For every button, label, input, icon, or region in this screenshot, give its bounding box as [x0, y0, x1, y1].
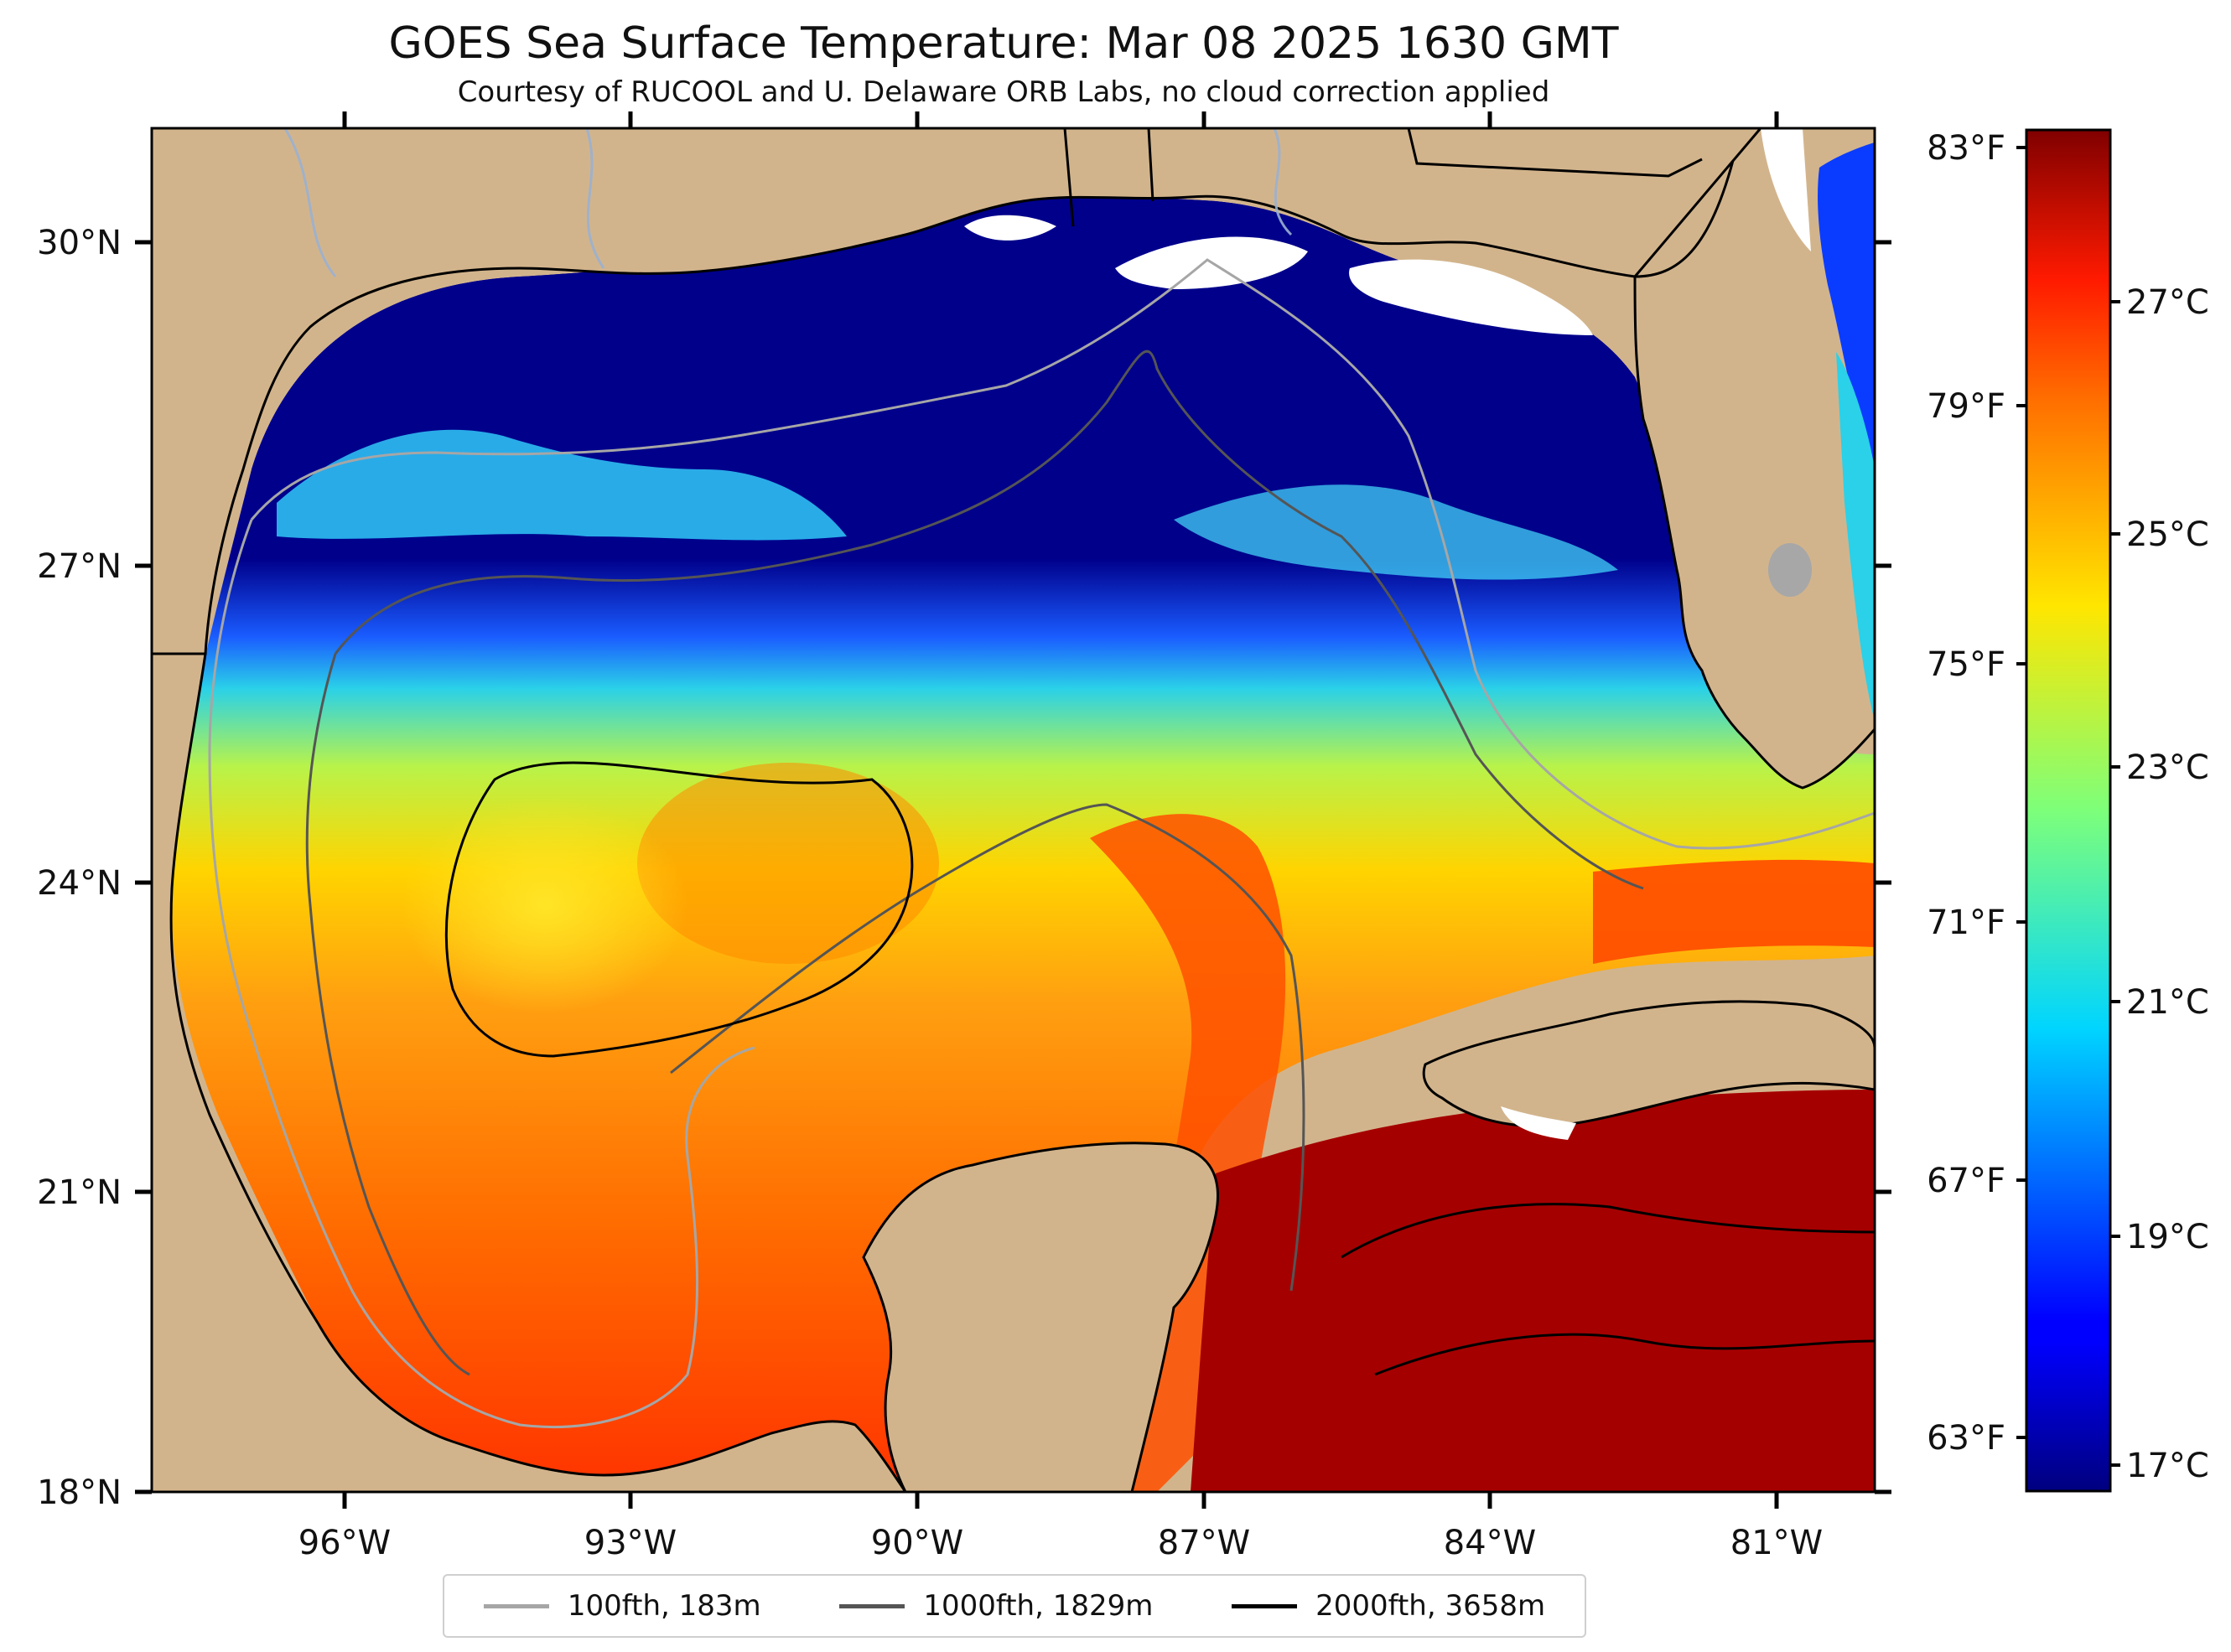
contour-legend: 100fth, 183m 1000fth, 1829m 2000fth, 365…: [443, 1574, 1586, 1638]
colorbar-f-label: 63°F: [1927, 1419, 2005, 1458]
contour-2000fth: [444, 761, 914, 1058]
cuba: [1422, 1000, 1875, 1128]
longitude-ticks: [342, 111, 1779, 1509]
colorbar-f-label: 83°F: [1927, 129, 2005, 168]
legend-label-1000fth: 1000fth, 1829m: [923, 1589, 1154, 1623]
map-subtitle: Courtesy of RUCOOL and U. Delaware ORB L…: [457, 75, 1550, 109]
legend-swatch-100fth: [483, 1603, 549, 1608]
lon-label: 90°W: [871, 1524, 963, 1562]
colorbar-f-label: 71°F: [1927, 904, 2005, 942]
colorbar-c-label: 21°C: [2126, 983, 2209, 1022]
caribbean-warm-water: [1191, 1090, 1875, 1492]
map-title: GOES Sea Surface Temperature: Mar 08 202…: [388, 18, 1619, 69]
mexico-land: [152, 652, 907, 1492]
lat-label: 21°N: [37, 1173, 122, 1212]
colorbar-c-label: 27°C: [2126, 283, 2209, 322]
lon-label: 96°W: [298, 1524, 391, 1562]
cloud-patches: [964, 128, 1811, 335]
contour-100fth: [250, 258, 1875, 850]
legend-item-2000fth: 2000fth, 3658m: [1232, 1589, 1545, 1623]
lat-label: 24°N: [37, 864, 122, 903]
legend-label-2000fth: 2000fth, 3658m: [1315, 1589, 1546, 1623]
colorbar-f-label: 67°F: [1927, 1162, 2005, 1200]
legend-label-100fth: 100fth, 183m: [567, 1589, 761, 1623]
lon-label: 93°W: [584, 1524, 677, 1562]
lat-label: 18°N: [37, 1473, 122, 1512]
colorbar-c-label: 17°C: [2126, 1447, 2209, 1485]
legend-item-1000fth: 1000fth, 1829m: [839, 1589, 1153, 1623]
legend-item-100fth: 100fth, 183m: [483, 1589, 761, 1623]
colorbar-f-label: 79°F: [1927, 387, 2005, 426]
lake-okeechobee: [1768, 543, 1812, 597]
lat-label: 30°N: [37, 224, 122, 262]
us-gulf-coast-land: [152, 128, 1762, 655]
lat-label: 27°N: [37, 547, 122, 586]
colorbar-c-label: 23°C: [2126, 748, 2209, 787]
colorbar-c-label: 25°C: [2126, 515, 2209, 554]
colorbar: [2025, 128, 2112, 1493]
legend-swatch-2000fth: [1232, 1603, 1298, 1608]
yucatan-peninsula: [862, 1142, 1219, 1492]
lon-label: 84°W: [1444, 1524, 1536, 1562]
lon-label: 81°W: [1730, 1524, 1823, 1562]
latitude-ticks: [135, 240, 1891, 1494]
colorbar-c-label: 19°C: [2126, 1218, 2209, 1256]
contour-1000fth: [334, 350, 1644, 890]
lon-label: 87°W: [1158, 1524, 1250, 1562]
warm-eddy: [637, 763, 939, 964]
map-frame: [150, 127, 1876, 1494]
colorbar-f-label: 75°F: [1927, 645, 2005, 684]
legend-swatch-1000fth: [839, 1603, 905, 1608]
